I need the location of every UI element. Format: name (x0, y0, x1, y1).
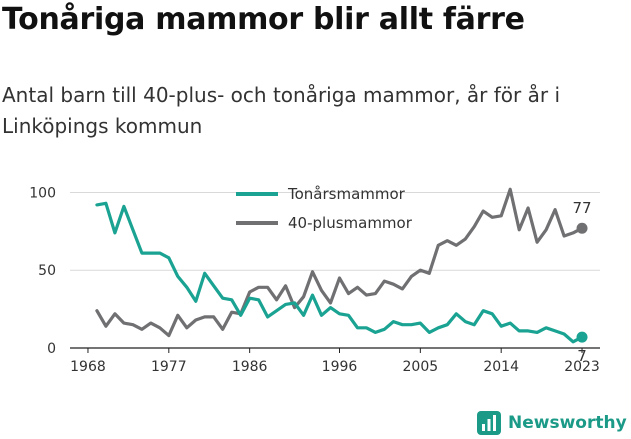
x-tick-label: 1986 (232, 359, 268, 375)
x-tick-label: 1996 (322, 359, 358, 375)
x-tick-label: 2005 (403, 359, 439, 375)
legend: Tonårsmammor 40-plusmammor (236, 185, 413, 232)
series-end-point (576, 331, 588, 343)
chart-subtitle: Antal barn till 40-plus- och tonåriga ma… (2, 83, 561, 138)
series-line-tonarsmammor (95, 201, 584, 344)
x-tick-label: 2023 (564, 359, 600, 375)
x-tick-label: 2014 (483, 359, 519, 375)
y-tick-label: 0 (47, 341, 56, 357)
legend-label: Tonårsmammor (287, 185, 406, 203)
x-tick-label: 1977 (151, 359, 187, 375)
series-layer: 777 (95, 187, 592, 365)
x-tick-label: 1968 (70, 359, 106, 375)
series-line-fortyplusmammor (95, 187, 584, 338)
newsworthy-logo-icon (477, 411, 501, 435)
y-tick-label: 50 (38, 263, 56, 279)
brand-name: Newsworthy (508, 413, 627, 433)
x-axis: 1968 1977 1986 1996 2005 2014 2023 (70, 348, 600, 375)
legend-label: 40-plusmammor (288, 214, 413, 232)
y-axis: 0 50 100 (29, 185, 56, 357)
brand-logo: Newsworthy (476, 408, 627, 438)
series-end-label: 77 (572, 199, 591, 217)
series-end-label: 7 (577, 347, 587, 365)
series-end-point (576, 222, 588, 234)
y-tick-label: 100 (29, 185, 56, 201)
chart-title: Tonåriga mammor blir allt färre (2, 2, 525, 37)
